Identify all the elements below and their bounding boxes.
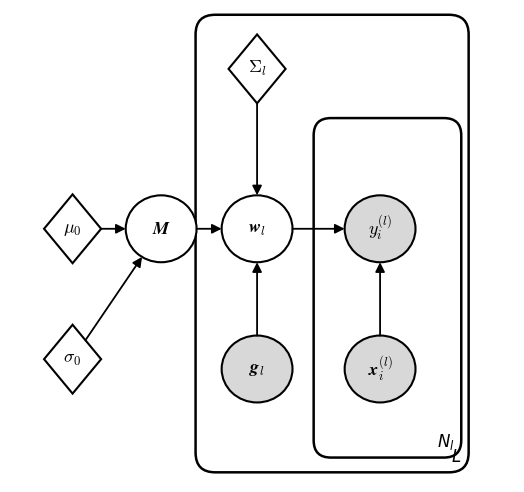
Text: $\boldsymbol{\Sigma}_l$: $\boldsymbol{\Sigma}_l$ bbox=[247, 60, 267, 78]
Ellipse shape bbox=[222, 195, 292, 262]
Text: $N_l$: $N_l$ bbox=[437, 431, 455, 452]
Ellipse shape bbox=[126, 195, 196, 262]
Text: $y_i^{(l)}$: $y_i^{(l)}$ bbox=[368, 214, 392, 244]
FancyBboxPatch shape bbox=[314, 118, 461, 458]
Ellipse shape bbox=[345, 195, 416, 262]
FancyBboxPatch shape bbox=[195, 15, 468, 472]
Text: $\sigma_0$: $\sigma_0$ bbox=[63, 350, 82, 368]
Text: $\boldsymbol{x}_i^{(l)}$: $\boldsymbol{x}_i^{(l)}$ bbox=[368, 354, 392, 384]
Text: $\boldsymbol{M}$: $\boldsymbol{M}$ bbox=[151, 220, 171, 238]
Text: $\mu_0$: $\mu_0$ bbox=[63, 220, 82, 238]
Text: $\boldsymbol{g}_l$: $\boldsymbol{g}_l$ bbox=[249, 360, 265, 378]
Text: $L$: $L$ bbox=[451, 448, 461, 466]
Ellipse shape bbox=[222, 336, 292, 402]
Ellipse shape bbox=[345, 336, 416, 402]
Text: $\boldsymbol{w}_l$: $\boldsymbol{w}_l$ bbox=[248, 220, 266, 238]
Polygon shape bbox=[228, 34, 286, 103]
Polygon shape bbox=[44, 325, 101, 394]
Polygon shape bbox=[44, 194, 101, 263]
